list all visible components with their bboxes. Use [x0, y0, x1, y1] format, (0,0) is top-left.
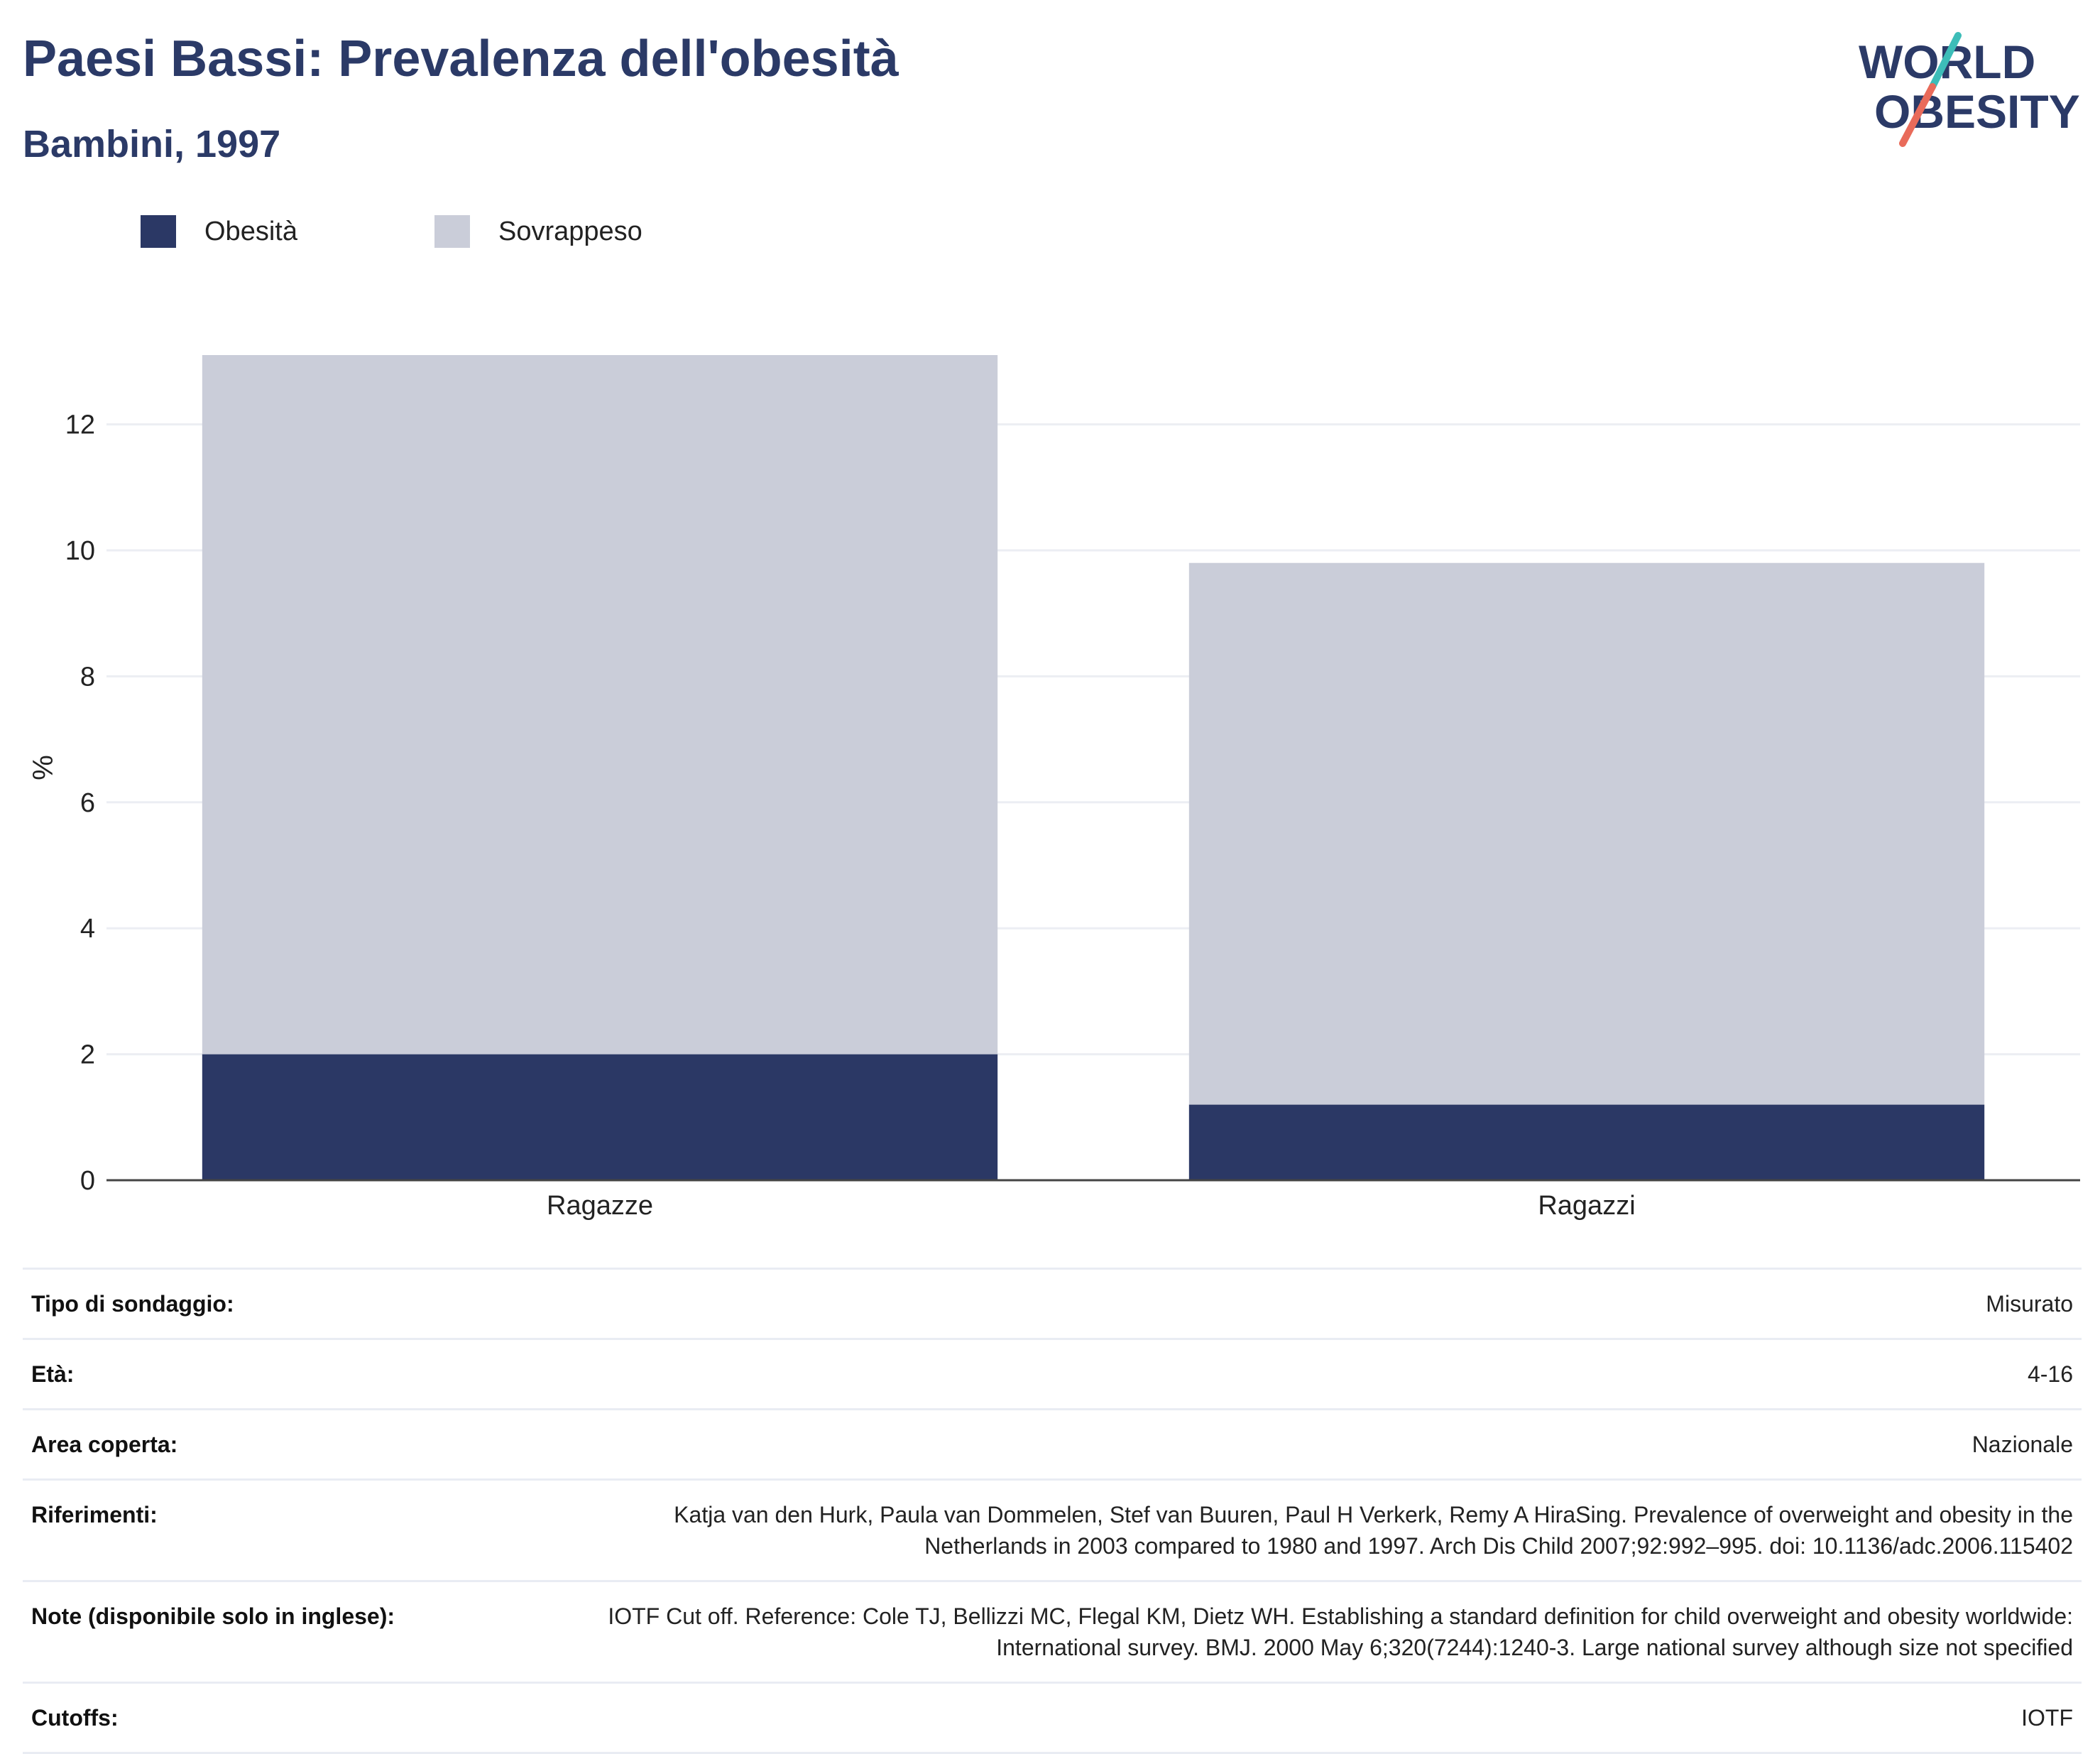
info-value: IOTF Cut off. Reference: Cole TJ, Belliz…: [608, 1603, 2073, 1660]
y-tick-label: 8: [80, 662, 95, 692]
logo-slash-teal: [1929, 32, 1962, 90]
chart-title: Paesi Bassi: Prevalenza dell'obesità: [23, 31, 899, 87]
info-label: Area coperta:: [31, 1432, 178, 1457]
info-label: Note (disponibile solo in inglese):: [31, 1603, 395, 1629]
logo-slash-coral: [1899, 83, 1936, 147]
info-row: Riferimenti: Katja van den Hurk, Paula va…: [23, 1479, 2082, 1581]
info-value: IOTF: [2021, 1705, 2073, 1731]
info-row: Età: 4-16: [23, 1339, 2082, 1410]
chart-subtitle: Bambini, 1997: [23, 123, 281, 165]
y-tick-label: 6: [80, 788, 95, 818]
info-row: Cutoffs: IOTF: [23, 1682, 2082, 1753]
info-label: Riferimenti:: [31, 1502, 158, 1527]
legend-swatch-overweight: [434, 215, 470, 248]
info-value: Misurato: [1986, 1291, 2073, 1317]
info-label: Età:: [31, 1361, 75, 1387]
legend-item-overweight[interactable]: Sovrappeso: [434, 213, 642, 250]
info-label: Cutoffs:: [31, 1705, 119, 1731]
survey-info-table: Tipo di sondaggio: Misurato Età: 4-16 Area c…: [23, 1268, 2082, 1754]
bar-overweight-ragazzi[interactable]: [1188, 562, 1985, 1105]
info-value: Nazionale: [1972, 1432, 2073, 1457]
info-label: Tipo di sondaggio:: [31, 1291, 234, 1317]
x-tick-label: Ragazzi: [1538, 1191, 1635, 1221]
info-row: Area coperta: Nazionale: [23, 1409, 2082, 1480]
legend-label-obesity: Obesità: [204, 216, 297, 246]
info-row: Tipo di sondaggio: Misurato: [23, 1268, 2082, 1339]
bar-obesity-ragazzi[interactable]: [1188, 1104, 1985, 1180]
x-tick-label: Ragazze: [547, 1191, 653, 1221]
legend-label-overweight: Sovrappeso: [498, 216, 642, 246]
y-tick-label: 4: [80, 914, 95, 944]
info-value: 4-16: [2027, 1361, 2073, 1387]
stacked-bar-chart: 0 2 4 6 8 10 12% Ragazze Ragazzi: [28, 355, 2080, 1221]
y-tick-label: 12: [65, 410, 95, 440]
legend-swatch-obesity: [141, 215, 176, 248]
world-obesity-logo: WORLD OBESITY: [1859, 32, 2080, 147]
bar-overweight-ragazze[interactable]: [202, 355, 998, 1055]
bar-obesity-ragazze[interactable]: [202, 1054, 998, 1180]
y-tick-label: 2: [80, 1040, 95, 1070]
y-tick-label: 10: [65, 536, 95, 566]
logo-word-obesity: OBESITY: [1874, 85, 2080, 138]
legend-item-obesity[interactable]: Obesità: [141, 213, 297, 250]
info-value: Katja van den Hurk, Paula van Dommelen, …: [674, 1502, 2073, 1559]
info-row: Note (disponibile solo in inglese): IOTF …: [23, 1581, 2082, 1683]
y-axis-label: %: [28, 755, 59, 780]
y-tick-label: 0: [80, 1166, 95, 1196]
